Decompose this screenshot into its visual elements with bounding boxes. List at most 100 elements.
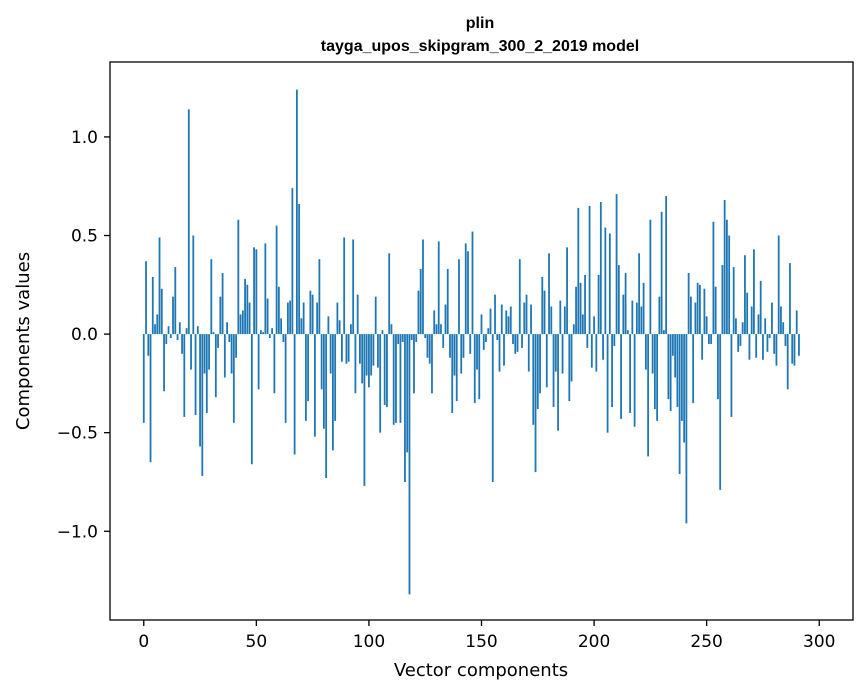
bar [755,334,758,358]
bar [413,334,415,394]
bar [399,334,402,423]
bar [656,334,659,421]
bar [552,334,555,408]
bar [277,286,280,335]
bar [426,334,429,358]
chart-title: plin [466,15,494,32]
bar [237,219,240,335]
bar [548,253,550,335]
bar [228,334,231,342]
bar [662,330,665,335]
bar [232,334,235,423]
bar [753,249,755,335]
bar [196,326,199,335]
bar [149,334,152,463]
x-axis-ticks: 0 50 100 150 200 250 300 [138,620,835,652]
bar [705,316,708,335]
bar [588,205,591,335]
bar [239,314,242,335]
bar [160,288,163,335]
bar [165,334,168,344]
bar [244,278,246,335]
bar [523,302,526,335]
bar [476,334,478,370]
bar [775,334,778,366]
bar [494,294,496,335]
bar [622,294,625,335]
bar [539,334,541,394]
bar [455,334,458,402]
bar [250,334,253,465]
bar [703,288,706,335]
bar [201,334,204,477]
bar [658,296,661,335]
bar [748,334,751,360]
x-tick-label: 100 [353,632,385,652]
bar [525,294,528,335]
bar [667,334,670,400]
bar [678,334,681,475]
bar [696,282,699,335]
bar [311,294,314,335]
x-tick-label: 200 [578,632,610,652]
bar [789,263,791,335]
bar [766,334,769,352]
bar [559,300,562,335]
bar [293,334,296,455]
bar [437,241,440,335]
bar [624,272,627,335]
bar [737,334,740,352]
bar [708,334,710,344]
bar [579,282,582,335]
bar [509,306,512,335]
bar [322,334,325,429]
bar [611,334,613,408]
bar [154,324,156,335]
bar [446,269,449,335]
bar [347,334,350,362]
bar [726,219,728,335]
bar [424,334,427,339]
x-tick-label: 50 [246,632,268,652]
bar [762,334,764,360]
bar [361,334,364,384]
bar [286,302,289,335]
bar [723,200,726,335]
bar [212,332,215,335]
bar [532,334,535,425]
bar [626,330,629,335]
bar [205,334,208,413]
bar [557,334,559,431]
bar [262,332,264,335]
bar [368,334,370,388]
bar [530,304,532,335]
bar [791,334,794,364]
bar [190,334,192,370]
bar [604,227,607,335]
bar [440,324,442,335]
bar [768,334,771,339]
bar [230,334,233,374]
bar [203,334,206,374]
bar [343,237,346,335]
bar [694,302,697,335]
bar [620,334,622,419]
bar [345,334,348,364]
bar [795,310,798,335]
bar [390,324,393,335]
bar [644,334,647,370]
bar [282,334,285,342]
bar [219,296,222,335]
bar [550,306,553,335]
bar [606,334,609,433]
bar [732,267,735,335]
y-tick-label: 0.5 [71,227,98,247]
bar [674,334,677,378]
bar [363,334,366,486]
bar [480,314,483,335]
bar [593,316,595,335]
bar [699,284,701,335]
x-tick-label: 300 [803,632,835,652]
bar [527,334,530,372]
bar [563,306,566,335]
